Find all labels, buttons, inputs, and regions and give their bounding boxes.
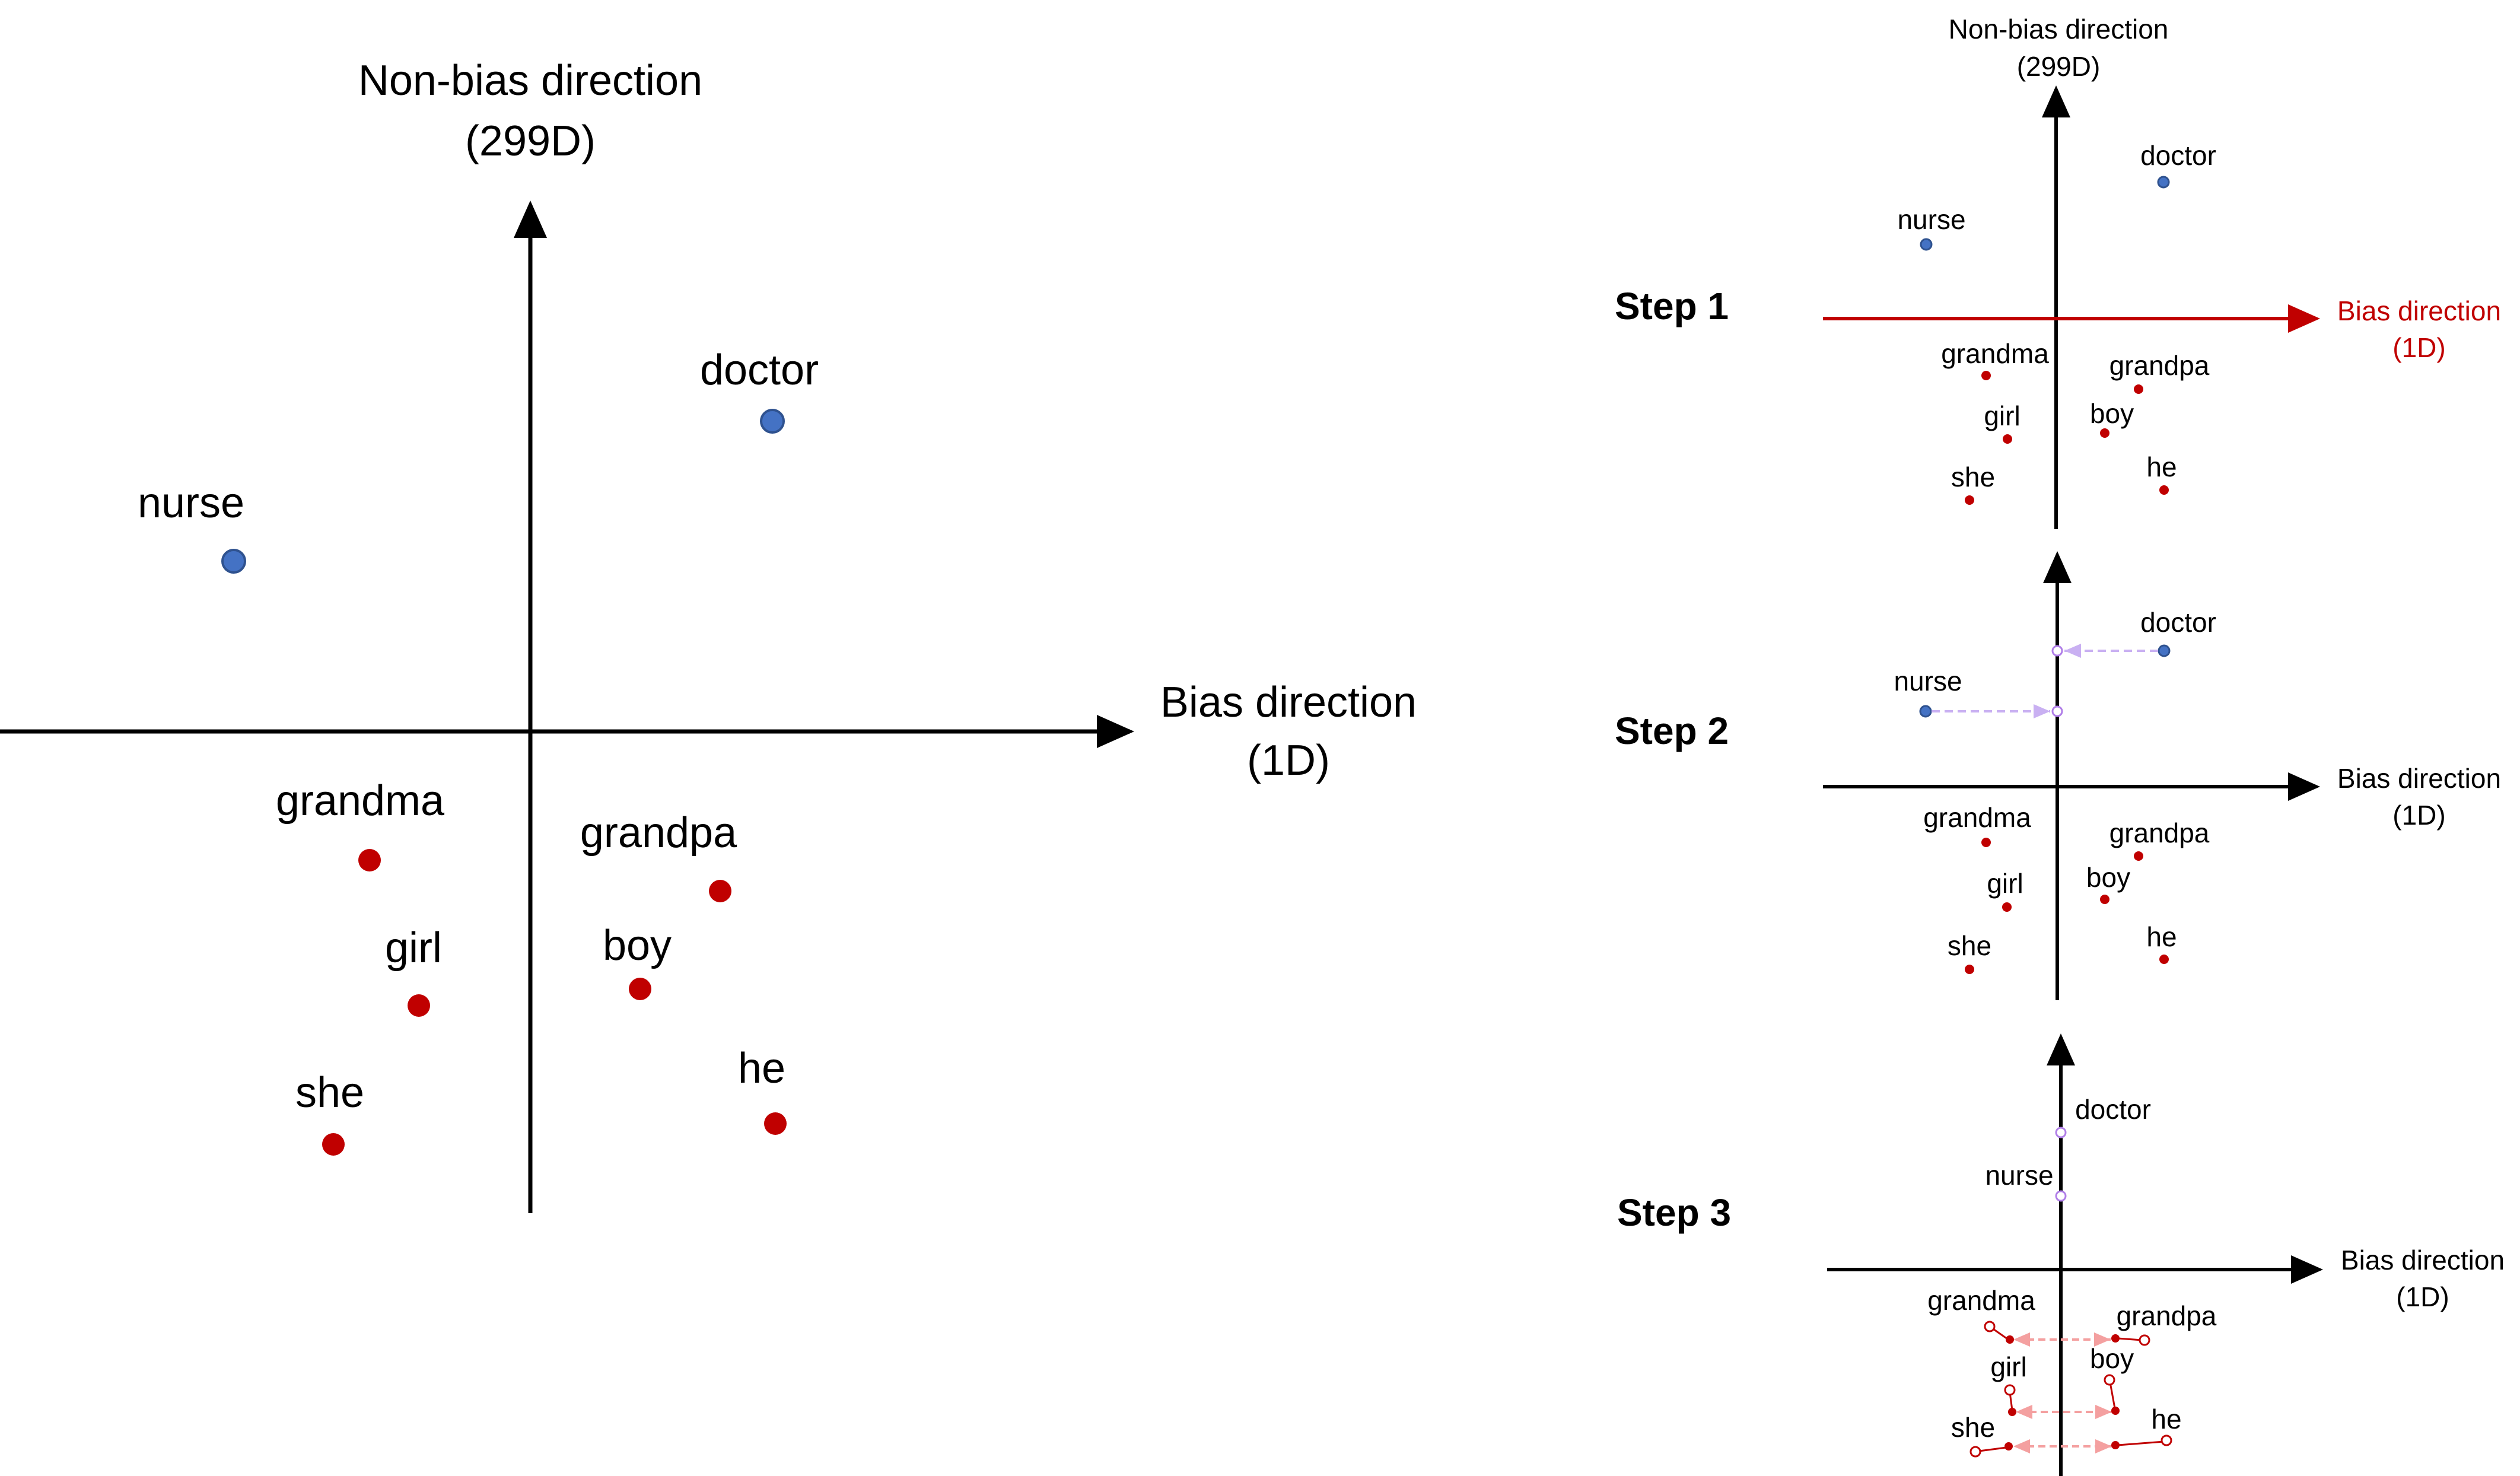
step2-label-grandma: grandma [1923, 802, 2031, 833]
step2-x-axis-label-line2: (1D) [2392, 800, 2445, 831]
main-y-axis-label-line2: (299D) [465, 117, 596, 165]
step3-original-he [2161, 1434, 2172, 1446]
step2-label-boy: boy [2086, 862, 2130, 893]
step2-label-nurse: nurse [1894, 666, 1962, 696]
step3-original-boy [2104, 1374, 2115, 1386]
main-label-nurse: nurse [138, 479, 244, 527]
step3-label-she: she [1951, 1412, 1995, 1443]
step1-point-grandpa [2134, 384, 2143, 394]
step3-move-he [2117, 1440, 2165, 1446]
step3-panel: Step 3 Bias direction (1D) doctor nurse … [1617, 1033, 2505, 1476]
main-label-boy: boy [603, 922, 672, 969]
main-x-axis-label-line2: (1D) [1247, 737, 1330, 784]
step3-title: Step 3 [1617, 1191, 1731, 1234]
step1-label-girl: girl [1984, 400, 2020, 431]
step3-move-boy [2109, 1382, 2116, 1409]
step1-label-nurse: nurse [1897, 204, 1965, 235]
main-point-nurse [221, 549, 246, 574]
main-label-grandma: grandma [276, 777, 445, 825]
step2-point-she [1965, 965, 1974, 974]
step1-label-he: he [2146, 451, 2177, 482]
main-point-doctor [760, 409, 785, 434]
step3-move-she [1978, 1446, 2007, 1452]
step1-point-grandma [1981, 371, 1991, 380]
step3-point-nurse [2055, 1190, 2067, 1202]
step1-point-nurse [1920, 238, 1933, 251]
step1-y-axis-label-line1: Non-bias direction [1949, 14, 2169, 44]
step1-label-doctor: doctor [2140, 140, 2216, 171]
step3-label-grandpa: grandpa [2117, 1300, 2217, 1331]
main-point-boy [629, 978, 651, 1000]
step3-label-girl: girl [1990, 1351, 2026, 1382]
step3-point-girl [2008, 1408, 2016, 1416]
step1-point-doctor [2157, 176, 2170, 189]
step3-point-doctor [2055, 1127, 2067, 1138]
step2-projected-doctor [2051, 645, 2063, 657]
main-point-grandpa [709, 880, 731, 902]
step3-label-he: he [2151, 1404, 2181, 1434]
main-point-grandma [358, 849, 381, 871]
step1-label-grandpa: grandpa [2109, 350, 2210, 381]
step3-point-she [2004, 1442, 2013, 1450]
step3-label-doctor: doctor [2075, 1094, 2151, 1125]
step2-label-he: he [2146, 921, 2177, 952]
step2-point-grandma [1981, 838, 1991, 847]
step2-label-grandpa: grandpa [2109, 817, 2210, 848]
step1-x-axis-label-line1: Bias direction [2337, 295, 2501, 326]
step2-point-doctor [2158, 644, 2171, 657]
step2-label-girl: girl [1987, 868, 2023, 899]
main-diagram: Non-bias direction (299D) Bias direction… [0, 57, 1417, 1213]
step3-point-he [2111, 1441, 2120, 1449]
step2-point-he [2159, 955, 2169, 964]
main-label-girl: girl [385, 924, 442, 972]
main-point-she [322, 1133, 345, 1156]
step3-original-she [1969, 1446, 1981, 1458]
step2-point-grandpa [2134, 851, 2143, 861]
step2-point-girl [2002, 902, 2012, 912]
step1-point-boy [2100, 428, 2109, 438]
step3-x-axis-label-line2: (1D) [2396, 1281, 2449, 1312]
step3-move-grandpa [2117, 1337, 2143, 1341]
step3-label-boy: boy [2090, 1343, 2134, 1374]
step2-x-axis-label-line1: Bias direction [2337, 763, 2501, 794]
step2-panel: Step 2 Bias direction (1D) doctor nurse … [1615, 551, 2501, 1000]
step1-label-boy: boy [2090, 398, 2134, 429]
main-label-he: he [738, 1045, 785, 1092]
step2-projected-nurse [2051, 705, 2063, 717]
step1-panel: Step 1 Non-bias direction (299D) Bias di… [1615, 14, 2501, 529]
step2-label-she: she [1948, 930, 1991, 961]
step3-original-grandma [1984, 1321, 1996, 1332]
step3-original-girl [2004, 1384, 2016, 1396]
step1-point-he [2159, 485, 2169, 495]
step2-point-boy [2100, 895, 2109, 904]
step1-label-she: she [1951, 462, 1995, 492]
main-y-axis-label-line1: Non-bias direction [358, 57, 702, 104]
step1-label-grandma: grandma [1941, 338, 2049, 369]
step1-point-girl [2003, 434, 2012, 444]
step3-label-nurse: nurse [1985, 1160, 2053, 1191]
step3-x-axis-label-line1: Bias direction [2341, 1245, 2505, 1275]
step2-point-nurse [1919, 705, 1932, 718]
step2-title: Step 2 [1615, 710, 1729, 752]
step2-label-doctor: doctor [2140, 607, 2216, 638]
step3-point-boy [2111, 1407, 2120, 1415]
step1-x-axis-label-line2: (1D) [2392, 332, 2445, 363]
main-label-grandpa: grandpa [580, 809, 737, 857]
main-point-girl [408, 994, 430, 1017]
step1-y-axis-label-line2: (299D) [2017, 51, 2101, 82]
step1-point-she [1965, 495, 1974, 505]
step3-original-grandpa [2139, 1334, 2150, 1346]
step3-point-grandpa [2111, 1334, 2120, 1343]
step3-label-grandma: grandma [1927, 1285, 2035, 1316]
main-point-he [764, 1112, 787, 1135]
main-label-she: she [295, 1069, 364, 1116]
main-x-axis-label-line1: Bias direction [1160, 679, 1417, 726]
step3-point-grandma [2006, 1335, 2014, 1344]
main-label-doctor: doctor [700, 346, 819, 394]
step1-title: Step 1 [1615, 285, 1729, 327]
